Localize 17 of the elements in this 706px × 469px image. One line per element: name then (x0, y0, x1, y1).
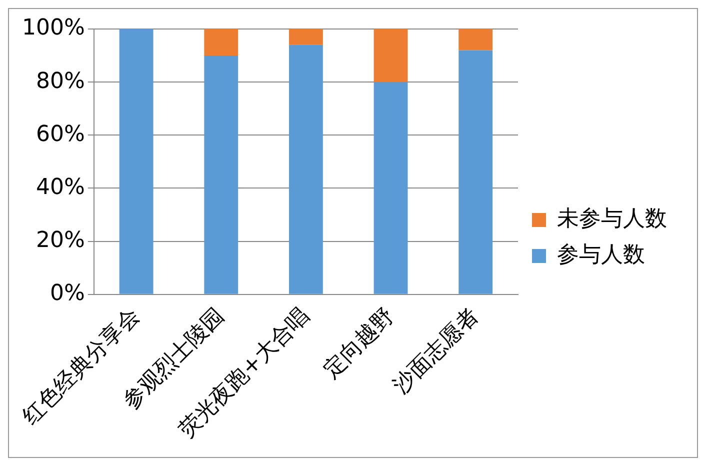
y-tick-label: 40% (36, 174, 85, 200)
legend-label: 未参与人数 (557, 206, 667, 232)
y-tick-label: 60% (36, 122, 85, 147)
bar (288, 44, 323, 294)
bar (204, 29, 238, 56)
bar (458, 29, 493, 50)
y-tick-label: 80% (36, 68, 85, 94)
legend-label: 参与人数 (557, 242, 645, 268)
y-tick-label: 20% (36, 228, 85, 254)
bar (374, 29, 408, 82)
bar (288, 29, 323, 45)
y-tick-label: 100% (22, 16, 85, 41)
y-tick-label: 0% (50, 281, 85, 306)
bar (204, 56, 238, 294)
bar (119, 29, 154, 294)
bar (374, 82, 408, 294)
bar (458, 50, 493, 294)
